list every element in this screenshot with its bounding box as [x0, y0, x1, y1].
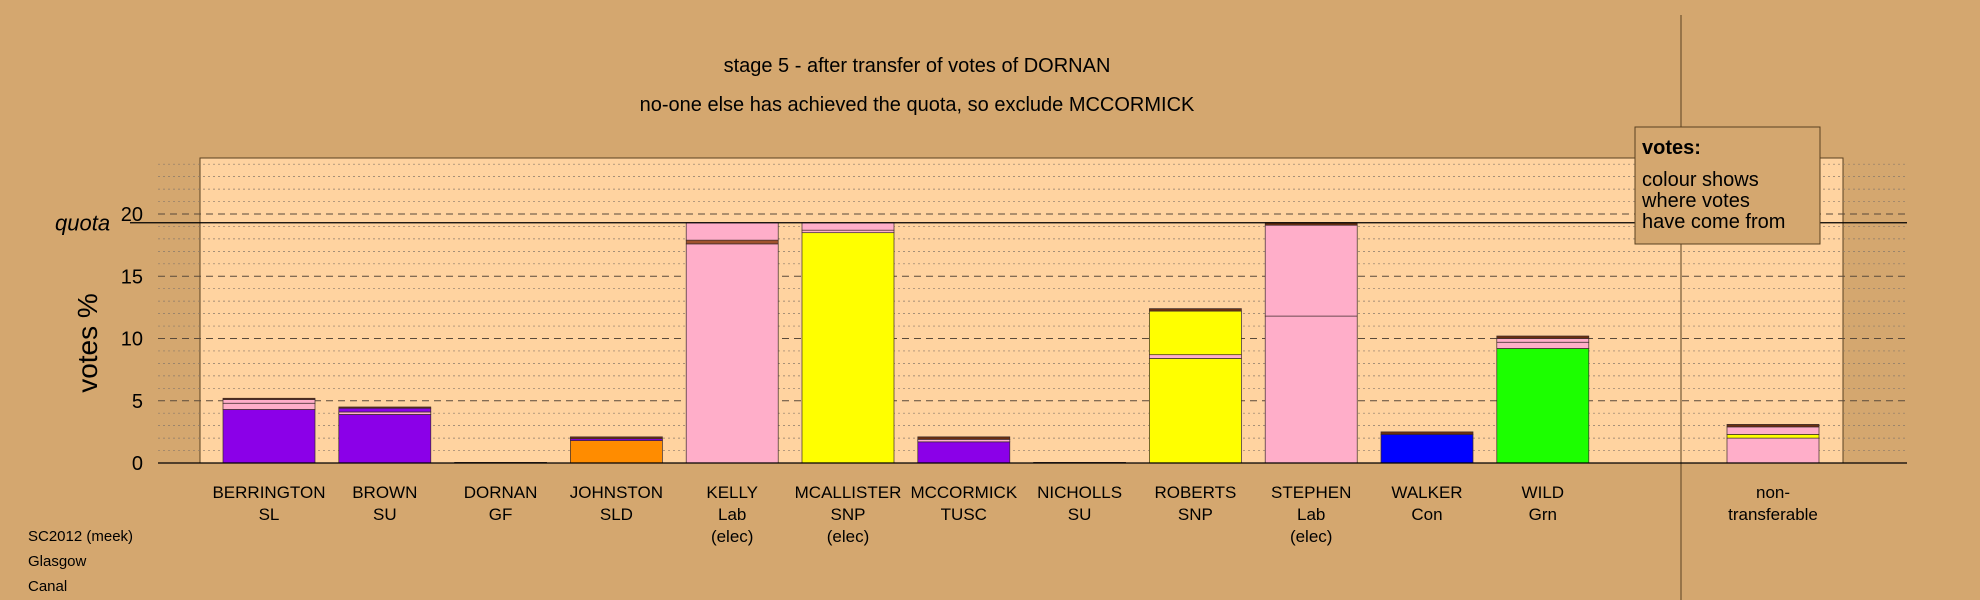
y-tick-label: 15 [121, 266, 143, 288]
chart-title: stage 5 - after transfer of votes of DOR… [724, 55, 1111, 77]
bar-roberts-label-2: SNP [1178, 505, 1213, 524]
quota-label: quota [55, 211, 110, 236]
bar-berrington-label-2: SL [259, 505, 280, 524]
bar-brown-segment-3 [338, 407, 432, 413]
bar-roberts-label-1: ROBERTS [1154, 483, 1236, 502]
bar-mccormick-label-2: TUSC [941, 505, 987, 524]
legend-box [1634, 126, 1821, 245]
bar-berrington-segment-1 [222, 409, 316, 464]
legend-line-3: have come from [1642, 211, 1785, 233]
bar-berrington-segment-4 [222, 397, 316, 400]
bar-johnston-segment-1 [570, 440, 663, 464]
y-tick-label: 20 [121, 204, 143, 226]
bar-johnston-label-2: SLD [600, 505, 633, 524]
bar-mcallister-label-1: MCALLISTER [795, 483, 902, 502]
bar-stephen-segment-1 [1264, 315, 1358, 464]
bar-mccormick-label-1: MCCORMICK [910, 483, 1017, 502]
bar-roberts-segment-4 [1149, 308, 1242, 312]
bar-nontransferable-segment-1 [1726, 437, 1820, 464]
bar-roberts-segment-3 [1149, 310, 1242, 356]
bar-mccormick-segment-2 [917, 438, 1011, 443]
bar-nontransferable-segment-3 [1726, 426, 1820, 435]
bar-kelly-segment-1 [685, 243, 779, 464]
bar-berrington-segment-3 [222, 399, 316, 404]
y-tick-label: 0 [132, 453, 143, 475]
bar-stephen-label-1: STEPHEN [1271, 483, 1351, 502]
bar-nicholls-label-1: NICHOLLS [1037, 483, 1122, 502]
bar-wild-segment-1 [1496, 348, 1590, 464]
bar-wild-segment-4 [1496, 335, 1590, 339]
bar-walker-label-2: Con [1411, 505, 1442, 524]
credit-line-1: SC2012 (meek) [28, 528, 134, 545]
legend-title: votes: [1642, 137, 1701, 159]
bar-mcallister-segment-2 [801, 229, 895, 234]
bar-berrington-label-1: BERRINGTON [212, 483, 325, 502]
bar-group [222, 222, 1820, 464]
bar-stephen-segment-2 [1264, 224, 1358, 317]
bar-brown-label-2: SU [373, 505, 397, 524]
bar-wild-segment-3 [1496, 338, 1590, 343]
bar-mcallister-label-3: (elec) [827, 527, 870, 546]
credit-line-2: Glasgow [28, 553, 87, 570]
bar-roberts-segment-2 [1149, 354, 1242, 359]
bar-mcallister-label-2: SNP [831, 505, 866, 524]
bar-kelly-label-1: KELLY [706, 483, 758, 502]
bar-kelly-segment-3 [685, 222, 779, 241]
bar-nicholls-label-2: SU [1068, 505, 1092, 524]
y-axis-label: votes % [72, 293, 103, 393]
bar-nontransferable-segment-4 [1726, 424, 1820, 428]
bar-nontransferable-label-1: non- [1756, 483, 1790, 502]
bar-wild-label-1: WILD [1522, 483, 1565, 502]
bar-mccormick-segment-3 [917, 436, 1011, 440]
legend: votes: colour shows where votes have com… [1634, 126, 1821, 245]
bar-wild-label-2: Grn [1529, 505, 1557, 524]
bar-berrington-segment-2 [222, 402, 316, 410]
bar-stephen-label-3: (elec) [1290, 527, 1333, 546]
bar-johnston-label-1: JOHNSTON [570, 483, 663, 502]
plot-area [199, 157, 1844, 464]
bar-walker-segment-1 [1380, 434, 1474, 464]
bar-walker-label-1: WALKER [1391, 483, 1462, 502]
bar-walker-segment-2 [1380, 431, 1474, 435]
bar-mccormick-segment-1 [917, 441, 1011, 464]
bar-johnston-segment-3 [570, 436, 663, 440]
y-tick-label: 5 [132, 391, 143, 413]
bar-mcallister-segment-1 [801, 232, 895, 464]
legend-line-1: colour shows [1642, 169, 1759, 191]
bar-brown-segment-4 [338, 406, 432, 409]
bar-nontransferable-segment-2 [1726, 434, 1820, 439]
bar-nontransferable-label-2: transferable [1728, 505, 1818, 524]
chart-subtitle: no-one else has achieved the quota, so e… [640, 94, 1195, 116]
bar-kelly-segment-2 [685, 239, 779, 245]
grid-lines [158, 163, 1907, 451]
bar-dornan-label-1: DORNAN [464, 483, 538, 502]
bar-dornan-label-2: GF [489, 505, 513, 524]
bar-roberts-segment-1 [1149, 358, 1242, 464]
y-tick-labels: 0 5 10 15 20 [121, 204, 143, 475]
bar-brown-segment-1 [338, 414, 432, 464]
bar-brown-label-1: BROWN [352, 483, 417, 502]
legend-line-2: where votes [1641, 190, 1750, 212]
y-tick-label: 10 [121, 329, 143, 351]
credit-line-3: Canal [28, 578, 68, 595]
bar-wild-segment-2 [1496, 341, 1590, 349]
bar-kelly-label-2: Lab [718, 505, 746, 524]
bar-kelly-label-3: (elec) [711, 527, 754, 546]
bar-brown-segment-2 [338, 411, 432, 415]
bar-mcallister-segment-3 [801, 222, 895, 231]
x-tick-labels: BERRINGTON SL BROWN SU DORNAN GF JOHNSTON SLD KE… [212, 483, 1817, 546]
bar-stephen-label-2: Lab [1297, 505, 1325, 524]
